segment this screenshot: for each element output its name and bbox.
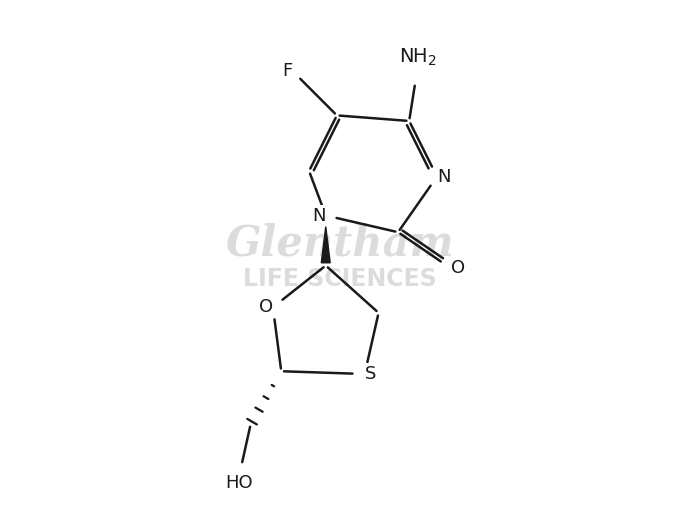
Text: N: N: [437, 167, 450, 186]
Text: HO: HO: [226, 474, 253, 492]
Polygon shape: [322, 227, 330, 263]
Text: N: N: [313, 206, 326, 225]
Text: F: F: [282, 62, 292, 80]
Text: O: O: [451, 259, 465, 277]
Text: NH$_2$: NH$_2$: [399, 47, 436, 68]
Text: LIFE SCIENCES: LIFE SCIENCES: [243, 267, 436, 292]
Text: S: S: [365, 365, 376, 383]
Text: O: O: [259, 298, 273, 316]
Text: Glentham: Glentham: [226, 223, 454, 264]
